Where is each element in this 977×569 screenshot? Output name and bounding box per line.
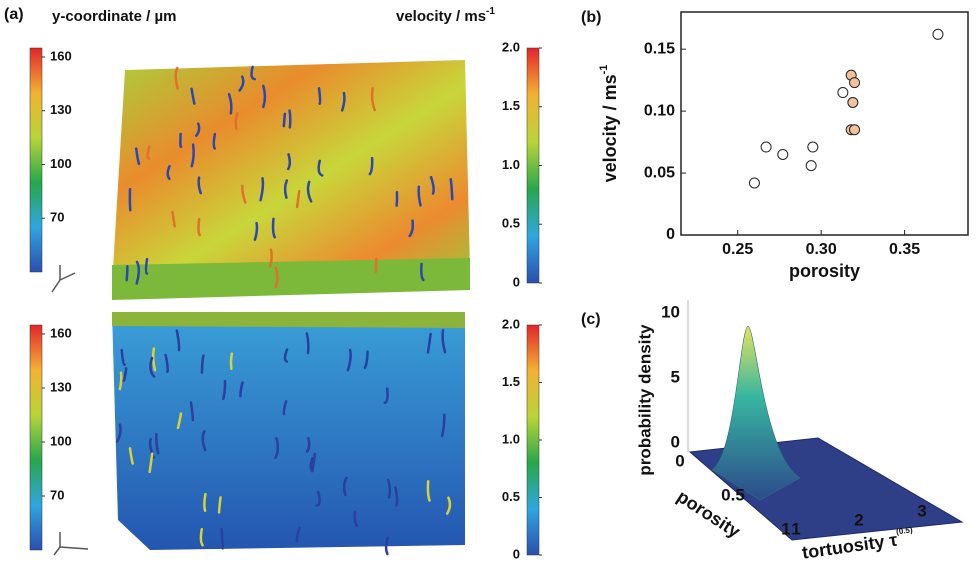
y-tick-label: 3 <box>917 501 926 520</box>
label-superscript: (0.5) <box>896 525 914 536</box>
colorbar-tick-label: 0.5 <box>502 216 520 231</box>
colorbar-label: velocity / ms-1 <box>396 6 495 25</box>
y-axis-label: velocity / ms-1 <box>598 65 620 183</box>
x-tick-label: 0.30 <box>806 241 837 258</box>
x-tick-label: 0.5 <box>721 485 745 504</box>
colorbar-tick-label: 100 <box>50 433 72 448</box>
axis-triad <box>52 265 88 555</box>
y-tick-label: 0.15 <box>644 40 675 57</box>
x-axis-label: porosity <box>789 261 860 281</box>
velocity-image-bottom <box>112 312 465 550</box>
surface-peak <box>712 326 800 500</box>
colorbar-tick-label: 130 <box>50 379 72 394</box>
point <box>848 97 858 107</box>
y-tick-label: 0.10 <box>644 102 675 119</box>
point <box>838 88 848 98</box>
colorbar <box>30 48 42 272</box>
colorbar-tick-label: 0 <box>513 274 520 289</box>
colorbar-tick-label: 1.0 <box>502 157 520 172</box>
point <box>749 178 759 188</box>
y-tick-label: 0 <box>666 226 675 243</box>
panel-label: (b) <box>581 9 601 26</box>
colorbar-tick-label: 160 <box>50 325 72 340</box>
streak <box>199 219 200 235</box>
z-tick-label: 10 <box>661 302 680 321</box>
colorbar-tick-label: 130 <box>50 102 72 117</box>
streak <box>236 113 237 128</box>
streak <box>451 179 453 199</box>
point <box>850 78 860 88</box>
colorbar-tick-label: 1.0 <box>502 431 520 446</box>
streak <box>146 259 147 273</box>
z-tick-label: 0 <box>671 432 680 451</box>
label-superscript: -1 <box>486 6 495 17</box>
colorbar-tick-label: 70 <box>50 487 64 502</box>
image-edge <box>112 258 470 300</box>
panel-label: (c) <box>581 311 601 328</box>
x-tick-label: 0 <box>675 451 684 470</box>
streak <box>204 494 205 511</box>
colorbar-tick-label: 70 <box>50 210 64 225</box>
label-text: velocity / ms <box>396 8 486 25</box>
colorbar-tick-label: 1.5 <box>502 374 520 389</box>
image-edge <box>112 312 465 328</box>
streak <box>270 250 272 267</box>
y-tick-label: 0.05 <box>644 164 675 181</box>
streak <box>219 497 221 512</box>
y-tick-label: 2 <box>854 510 863 529</box>
x-tick-label: 0.25 <box>722 241 753 258</box>
streak <box>231 354 232 369</box>
point <box>778 149 788 159</box>
streak <box>307 334 309 354</box>
z-axis-label: probability density <box>635 324 654 476</box>
y-tick-label: 1 <box>791 519 800 538</box>
streak <box>290 111 291 128</box>
velocity-image-top <box>112 60 470 285</box>
colorbar-tick-label: 100 <box>50 156 72 171</box>
point <box>761 142 771 152</box>
point <box>808 142 818 152</box>
colorbar <box>527 325 539 555</box>
streak <box>120 373 121 389</box>
streak <box>222 529 223 548</box>
point <box>806 161 816 171</box>
streak <box>127 266 128 280</box>
colorbar-tick-label: 0.5 <box>502 489 520 504</box>
streak <box>202 356 203 373</box>
colorbar <box>527 48 539 283</box>
point <box>933 29 943 39</box>
label-text: velocity / ms <box>600 74 620 182</box>
label-superscript: -1 <box>598 65 610 75</box>
plot-frame <box>681 12 968 235</box>
colorbar-tick-label: 1.5 <box>502 98 520 113</box>
colorbar-tick-label: 160 <box>50 48 72 63</box>
streak <box>319 88 320 103</box>
streak <box>284 114 285 126</box>
point <box>850 125 860 135</box>
colorbar-tick-label: 2.0 <box>502 39 520 54</box>
x-tick-label: 1 <box>781 519 790 538</box>
colorbar-tick-label: 0 <box>513 546 520 561</box>
streak <box>180 134 181 147</box>
z-tick-label: 5 <box>671 367 680 386</box>
panel-label: (a) <box>4 6 24 23</box>
streak <box>214 134 215 148</box>
colorbar-tick-label: 2.0 <box>502 316 520 331</box>
colorbar-label: y-coordinate / µm <box>52 8 177 25</box>
colorbar <box>30 325 42 550</box>
x-tick-label: 0.35 <box>889 241 920 258</box>
